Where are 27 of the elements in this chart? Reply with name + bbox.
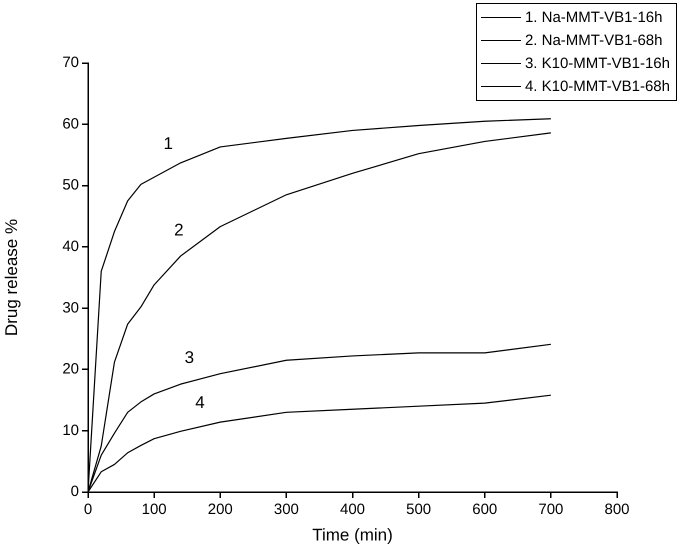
x-tick-label: 200 <box>208 501 233 518</box>
annotation: 2 <box>174 220 184 240</box>
x-tick-label: 700 <box>538 501 564 518</box>
legend-label: 1. Na-MMT-VB1-16h <box>524 8 662 28</box>
x-tick-label: 500 <box>406 501 432 518</box>
y-tick-label: 0 <box>70 483 79 500</box>
annotation: 3 <box>184 348 194 367</box>
x-axis-title: Time (min) <box>312 525 393 544</box>
x-tick-label: 400 <box>340 501 366 518</box>
annotation: 1 <box>163 134 173 154</box>
x-tick-label: 100 <box>142 501 167 518</box>
y-tick-label: 60 <box>62 115 79 132</box>
y-tick-label: 20 <box>62 360 79 378</box>
legend-label: 2. Na-MMT-VB1-68h <box>524 31 662 51</box>
y-tick-label: 40 <box>62 238 79 255</box>
y-tick-label: 30 <box>62 299 79 316</box>
y-tick-label: 70 <box>62 54 79 72</box>
y-tick-label: 10 <box>62 422 79 439</box>
x-tick-label: 800 <box>604 501 630 518</box>
x-tick-label: 0 <box>84 501 92 518</box>
annotation: 4 <box>195 393 205 412</box>
legend-label: 3. K10-MMT-VB1-16h <box>524 54 670 74</box>
y-tick-label: 50 <box>62 176 79 194</box>
legend-label: 4. K10-MMT-VB1-68h <box>524 77 670 97</box>
x-tick-label: 300 <box>274 501 299 518</box>
x-tick-label: 600 <box>472 501 498 518</box>
y-axis-title: Drug release % <box>2 218 21 336</box>
